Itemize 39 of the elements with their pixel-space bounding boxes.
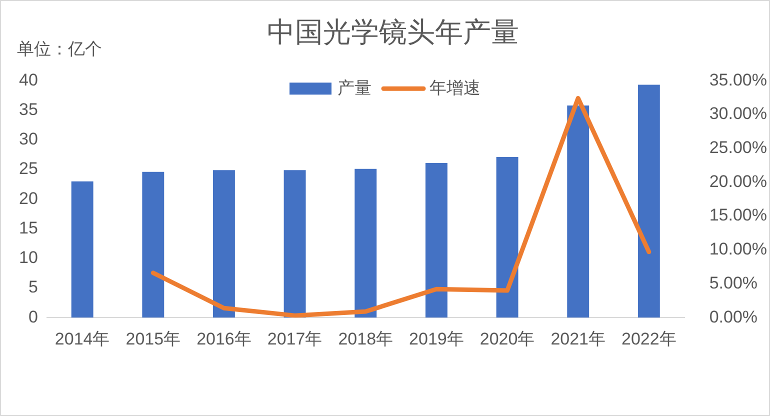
y-tick-label: 5 — [28, 278, 38, 297]
x-tick-label: 2019年 — [409, 329, 464, 348]
y-tick-label: 0 — [28, 307, 38, 326]
x-tick-label: 2018年 — [338, 329, 394, 348]
y-tick-label: 25 — [18, 159, 38, 178]
bar — [212, 170, 235, 318]
x-tick-label: 2020年 — [480, 329, 535, 348]
y-tick-label: 40 — [18, 70, 38, 90]
y-tick-label: 10 — [18, 248, 38, 268]
y2-tick-label: 30.00% — [709, 104, 768, 124]
y-tick-label: 30 — [18, 130, 38, 149]
x-tick-label: 2016年 — [196, 329, 252, 348]
y2-tick-label: 5.00% — [709, 273, 758, 292]
y2-tick-label: 35.00% — [709, 70, 768, 90]
y2-tick-label: 0.00% — [709, 307, 758, 326]
x-tick-label: 2017年 — [267, 329, 322, 348]
bar — [71, 181, 94, 318]
bar — [496, 157, 518, 318]
chart-title: 中国光学镜头年产量 — [267, 16, 519, 48]
x-tick-label: 2021年 — [550, 329, 606, 348]
bar — [567, 105, 590, 318]
bar — [638, 84, 660, 318]
y2-tick-label: 20.00% — [709, 172, 768, 191]
y-tick-label: 35 — [18, 100, 38, 119]
x-tick-label: 2014年 — [54, 329, 110, 348]
y-tick-label: 20 — [18, 188, 38, 208]
y2-tick-label: 15.00% — [709, 206, 768, 225]
y-axis-title: 单位：亿个 — [17, 39, 102, 58]
legend-label: 年增速 — [430, 78, 480, 98]
y2-tick-label: 10.00% — [709, 240, 768, 259]
x-tick-label: 2022年 — [622, 329, 676, 348]
bar — [354, 168, 377, 318]
bar — [284, 170, 306, 318]
x-tick-label: 2015年 — [126, 329, 181, 348]
y-tick-label: 15 — [18, 218, 38, 238]
y2-tick-label: 25.00% — [709, 138, 768, 157]
bar — [425, 162, 448, 318]
bar — [142, 172, 164, 318]
legend-label: 产量 — [338, 78, 372, 98]
